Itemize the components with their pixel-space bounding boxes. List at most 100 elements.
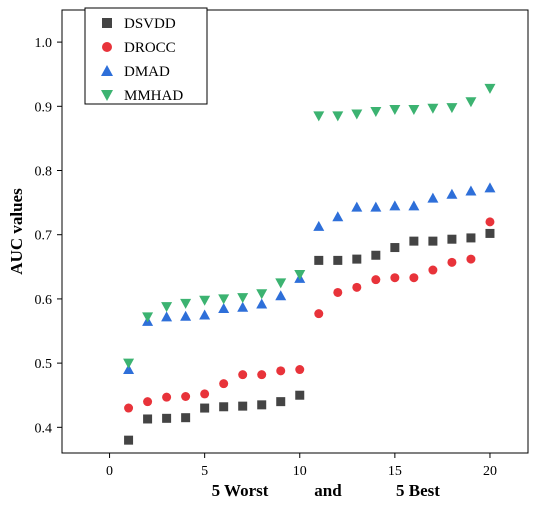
drocc-point bbox=[181, 392, 191, 402]
dmad-point bbox=[256, 298, 268, 309]
series-dmad bbox=[123, 182, 496, 375]
dsvdd-point bbox=[352, 254, 362, 264]
drocc-point bbox=[352, 282, 362, 292]
dmad-point bbox=[180, 310, 192, 321]
dmad-point bbox=[218, 303, 230, 314]
x-tick-label: 10 bbox=[293, 464, 307, 479]
dsvdd-point bbox=[276, 397, 286, 407]
y-tick-label: 0.7 bbox=[35, 229, 53, 244]
series-dsvdd bbox=[124, 228, 495, 445]
dmad-point bbox=[389, 200, 401, 211]
y-tick-label: 0.9 bbox=[35, 100, 53, 115]
drocc-point bbox=[409, 273, 419, 283]
mmhad-point bbox=[389, 105, 401, 116]
dmad-point bbox=[370, 201, 382, 212]
mmhad-point bbox=[351, 109, 363, 120]
mmhad-point bbox=[484, 83, 496, 94]
mmhad-point bbox=[294, 270, 306, 281]
drocc-point bbox=[162, 392, 172, 402]
mmhad-point bbox=[218, 294, 230, 305]
dsvdd-point bbox=[124, 435, 134, 445]
mmhad-point bbox=[370, 106, 382, 117]
drocc-point bbox=[124, 403, 134, 413]
dmad-point bbox=[313, 220, 325, 231]
legend-marker-dmad bbox=[101, 65, 113, 76]
dmad-point bbox=[123, 364, 135, 375]
axes bbox=[61, 9, 529, 454]
mmhad-point bbox=[199, 295, 211, 306]
mmhad-point bbox=[161, 302, 173, 313]
drocc-point bbox=[485, 217, 495, 227]
drocc-point bbox=[238, 370, 248, 380]
x-tick-label: 20 bbox=[483, 464, 497, 479]
plot-frame bbox=[61, 9, 529, 454]
drocc-point bbox=[428, 265, 438, 275]
drocc-point bbox=[447, 257, 457, 267]
y-axis-title: AUC values bbox=[7, 188, 26, 275]
mmhad-point bbox=[408, 105, 420, 116]
x-tick-label: 0 bbox=[106, 464, 113, 479]
legend-marker-drocc bbox=[102, 42, 112, 52]
dsvdd-point bbox=[466, 233, 476, 243]
dsvdd-point bbox=[257, 400, 267, 410]
drocc-point bbox=[219, 379, 229, 389]
dsvdd-point bbox=[447, 234, 457, 244]
mmhad-point bbox=[142, 312, 154, 323]
drocc-point bbox=[371, 275, 381, 285]
legend-marker-mmhad bbox=[101, 90, 113, 101]
dmad-point bbox=[161, 311, 173, 322]
legend-label-mmhad: MMHAD bbox=[124, 88, 183, 104]
mmhad-point bbox=[427, 103, 439, 114]
drocc-point bbox=[390, 273, 400, 283]
dmad-point bbox=[351, 201, 363, 212]
dsvdd-point bbox=[162, 413, 172, 423]
dsvdd-point bbox=[428, 236, 438, 246]
mmhad-point bbox=[275, 278, 287, 289]
dmad-point bbox=[484, 182, 496, 193]
drocc-point bbox=[314, 309, 324, 319]
mmhad-point bbox=[332, 111, 344, 122]
legend: DSVDD DROCC DMAD MMHAD bbox=[84, 7, 208, 105]
dmad-point bbox=[275, 290, 287, 301]
drocc-point bbox=[200, 389, 210, 399]
y-tick-label: 0.4 bbox=[35, 421, 53, 436]
dsvdd-point bbox=[143, 414, 153, 424]
drocc-point bbox=[466, 254, 476, 264]
dsvdd-point bbox=[238, 401, 248, 411]
mmhad-point bbox=[237, 293, 249, 304]
data-points bbox=[123, 83, 496, 445]
y-tick-label: 1.0 bbox=[35, 36, 53, 51]
mmhad-point bbox=[465, 97, 477, 108]
dsvdd-point bbox=[333, 255, 343, 265]
dsvdd-point bbox=[485, 228, 495, 238]
dmad-point bbox=[446, 188, 458, 199]
dsvdd-point bbox=[390, 243, 400, 253]
mmhad-point bbox=[256, 289, 268, 300]
mmhad-point bbox=[313, 111, 325, 122]
legend-label-dmad: DMAD bbox=[124, 64, 170, 80]
y-tick-label: 0.5 bbox=[35, 357, 53, 372]
dmad-point bbox=[465, 185, 477, 196]
drocc-point bbox=[276, 366, 286, 376]
drocc-point bbox=[295, 365, 305, 375]
dmad-point bbox=[427, 192, 439, 203]
y-tick-label: 0.6 bbox=[35, 293, 53, 308]
axis-ticks: 0 5 10 15 20 0.4 0.5 0.6 0.7 0.8 0.9 1.0 bbox=[35, 36, 497, 479]
mmhad-point bbox=[446, 103, 458, 114]
legend-label-dsvdd: DSVDD bbox=[124, 16, 176, 32]
dsvdd-point bbox=[219, 402, 229, 412]
dmad-point bbox=[237, 301, 249, 312]
drocc-point bbox=[333, 287, 343, 297]
dsvdd-point bbox=[314, 255, 324, 265]
x-axis-title-part-3: 5 Best bbox=[396, 481, 440, 500]
series-drocc bbox=[124, 217, 495, 413]
dsvdd-point bbox=[371, 250, 381, 260]
dmad-point bbox=[199, 309, 211, 320]
x-axis-title-part-1: 5 Worst bbox=[212, 481, 269, 500]
dsvdd-point bbox=[181, 413, 191, 423]
dmad-point bbox=[332, 211, 344, 222]
drocc-point bbox=[143, 397, 153, 407]
mmhad-point bbox=[180, 298, 192, 309]
x-tick-label: 15 bbox=[388, 464, 402, 479]
dsvdd-point bbox=[409, 236, 419, 246]
